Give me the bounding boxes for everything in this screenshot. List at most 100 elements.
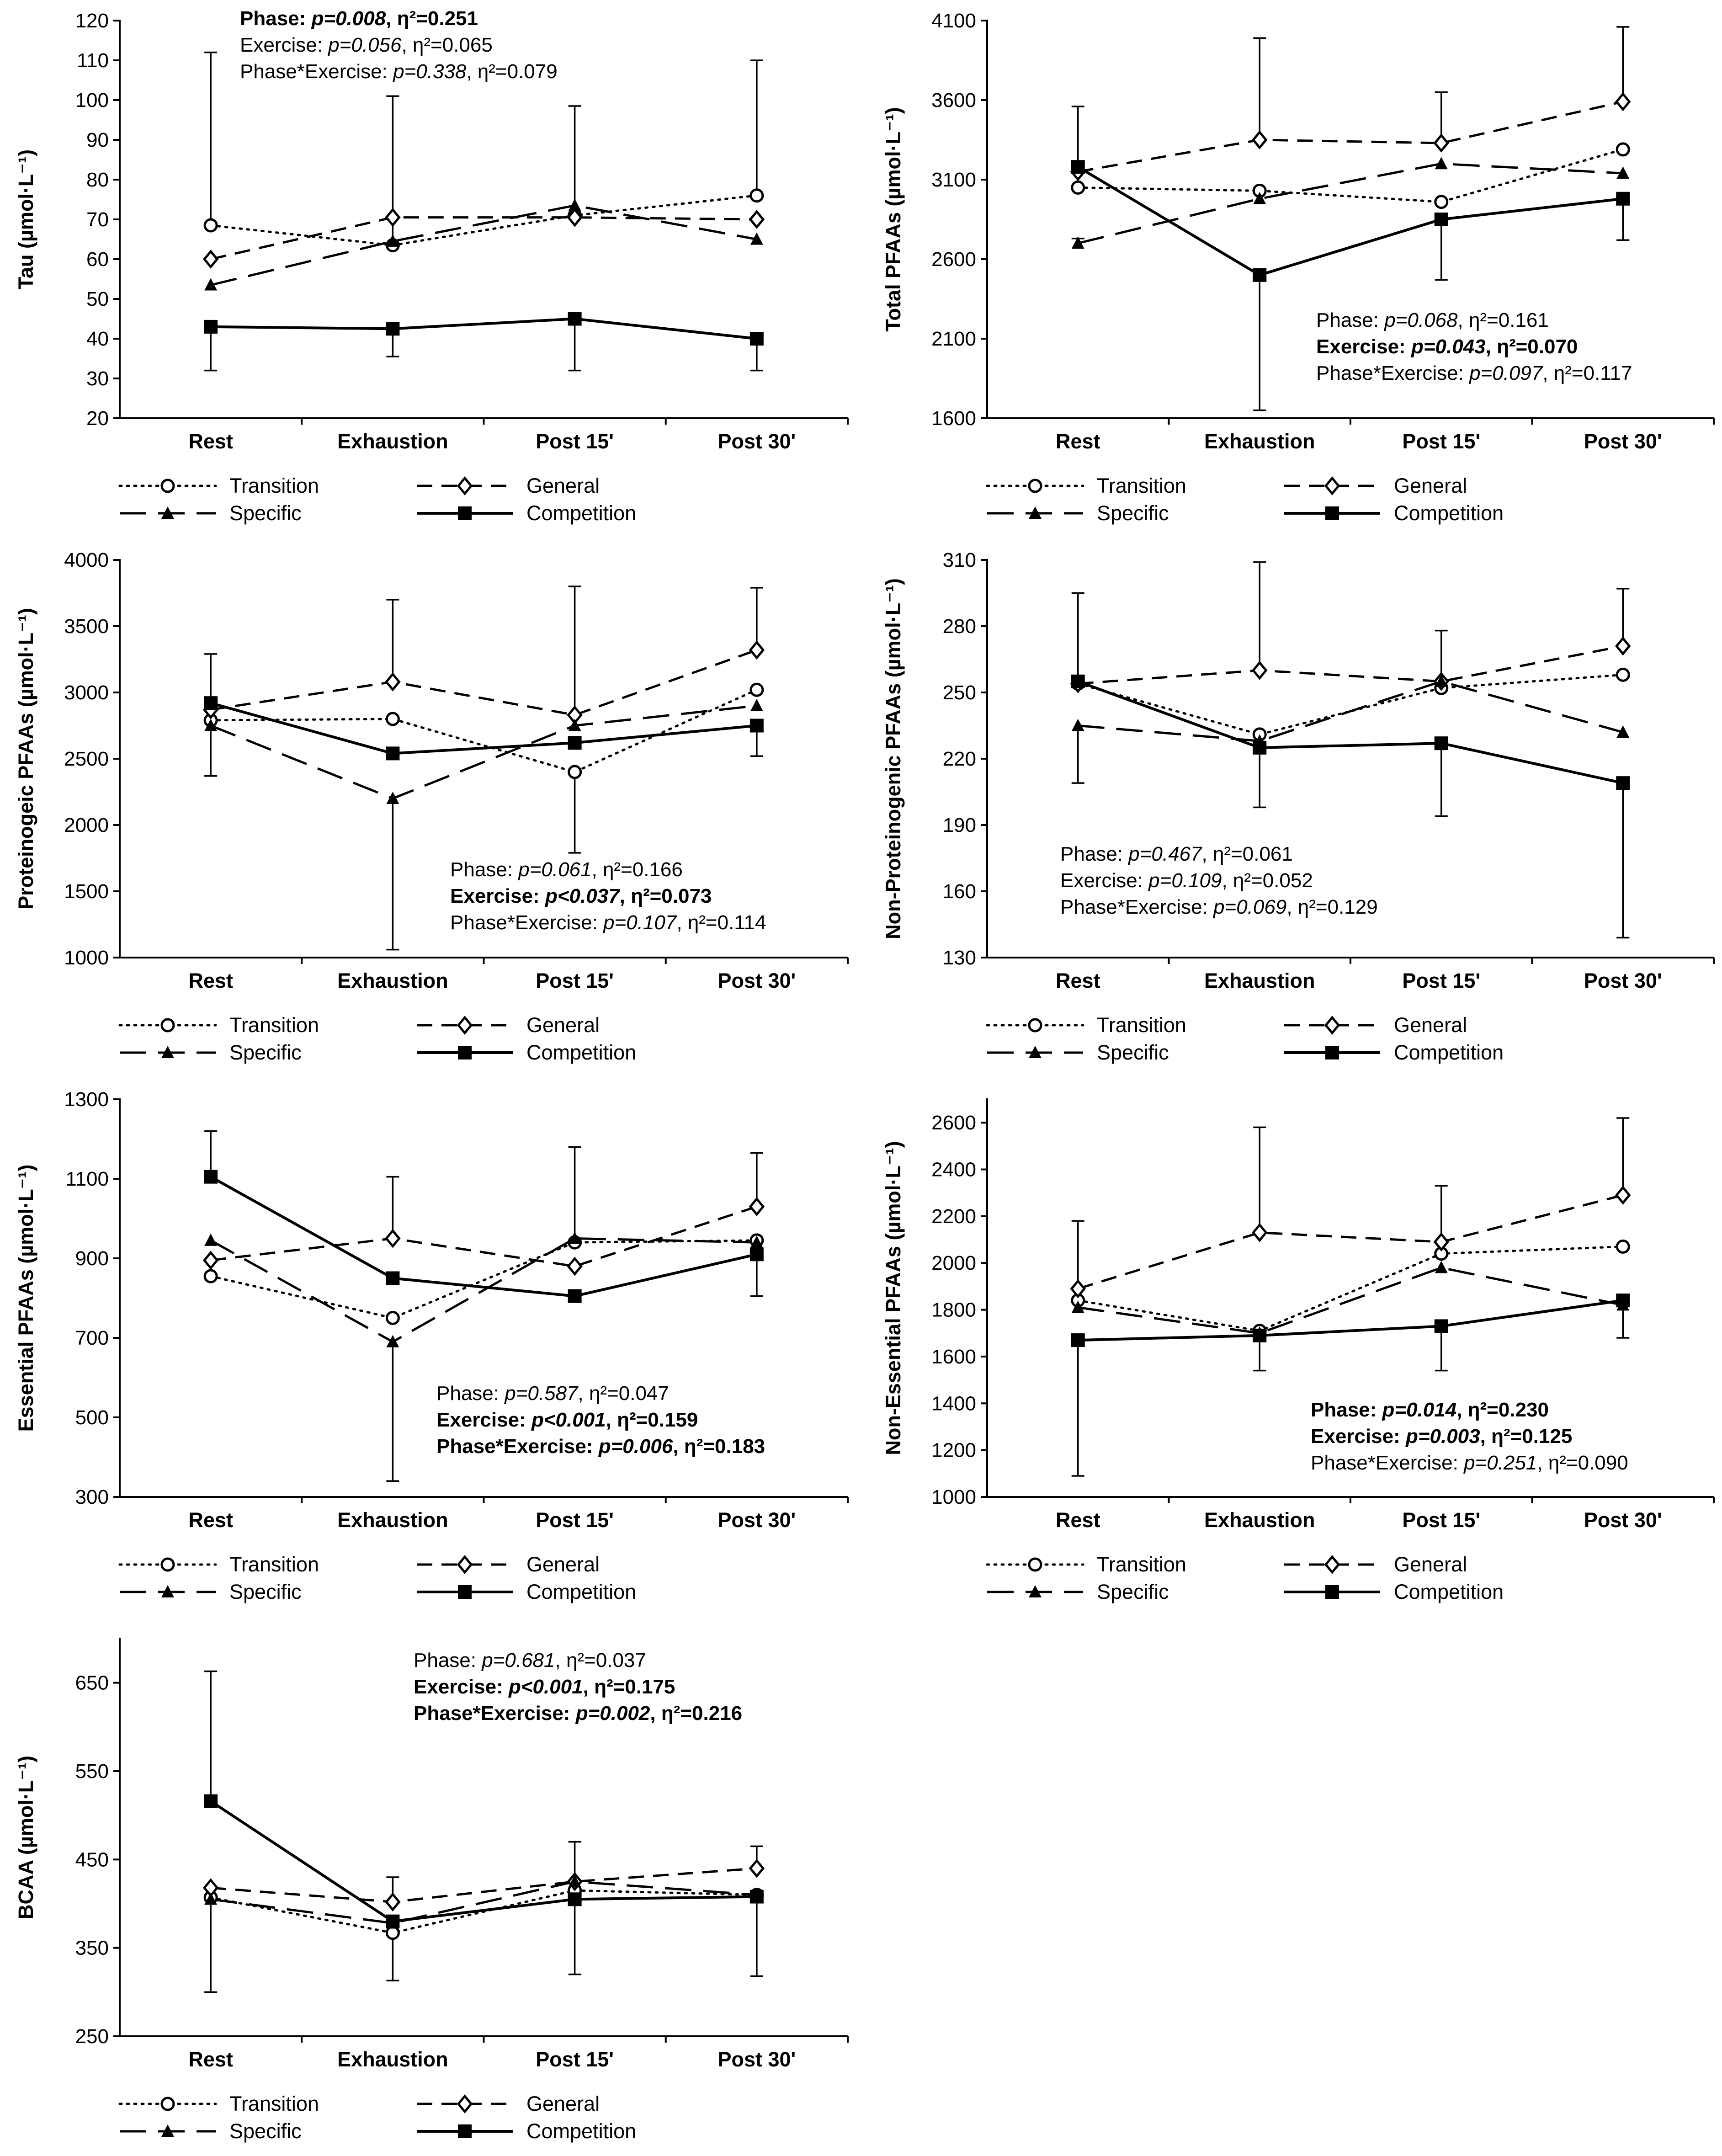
y-axis-label: BCAA (µmol·L⁻¹) <box>14 1756 37 1919</box>
legend: Transition General Specific Competition <box>986 474 1504 525</box>
y-axis-label: Non-Essential PFAAs (µmol·L⁻¹) <box>882 1141 905 1455</box>
legend-label-specific: Specific <box>229 2119 302 2143</box>
y-tick-label: 70 <box>86 208 109 231</box>
y-tick-label: 4100 <box>931 10 976 32</box>
legend-marker-transition <box>160 1557 175 1572</box>
legend-marker-competition <box>1325 1585 1339 1599</box>
legend-label-competition: Competition <box>1394 1580 1504 1603</box>
y-tick-label: 120 <box>75 10 109 32</box>
stats-p-value: p=0.109 <box>1148 869 1222 892</box>
series-line-transition <box>209 688 758 773</box>
data-point-general <box>385 1229 401 1248</box>
y-tick-label: 1600 <box>931 407 976 430</box>
data-point-general <box>749 1858 765 1878</box>
y-tick-label: 2200 <box>931 1205 976 1228</box>
stats-label: Phase*Exercise: <box>1311 1452 1464 1474</box>
stats-eta: , η²=0.065 <box>401 34 492 56</box>
y-tick-label: 250 <box>75 2025 109 2048</box>
legend-label-transition: Transition <box>229 2092 319 2115</box>
legend-marker-general <box>457 1016 473 1035</box>
legend-marker-general <box>457 2094 473 2113</box>
legend-label-transition: Transition <box>229 1553 319 1576</box>
x-tick-label: Post 30' <box>1584 430 1662 453</box>
data-point-transition <box>1434 195 1449 209</box>
stats-p-value: p=0.014 <box>1382 1399 1457 1421</box>
data-point-general <box>749 640 765 660</box>
stats-line: Phase: p=0.061, η²=0.166 <box>450 858 683 881</box>
stats-p-value: p=0.467 <box>1127 843 1202 865</box>
y-tick-label: 1600 <box>931 1346 976 1368</box>
data-point-general <box>1615 92 1631 112</box>
series-line-competition <box>210 1176 757 1298</box>
y-tick-label: 1400 <box>931 1392 976 1415</box>
series-line-general <box>1078 645 1623 685</box>
data-point-specific <box>1071 236 1084 249</box>
stats-line: Phase*Exercise: p=0.097, η²=0.117 <box>1316 362 1632 384</box>
stats-label: Phase*Exercise: <box>1060 896 1213 918</box>
stats-eta: , η²=0.175 <box>583 1676 675 1698</box>
data-point-specific <box>750 699 763 711</box>
legend-marker-specific <box>161 1046 174 1058</box>
chart-panel-essential: 300 500 700 900 1100 1300 Rest Exhaustion Post 1… <box>14 1088 849 1603</box>
legend-marker-general <box>1324 476 1340 495</box>
stats-eta: , η²=0.117 <box>1542 362 1632 384</box>
stats-label: Phase*Exercise: <box>436 1435 599 1458</box>
data-point-specific <box>750 1235 763 1248</box>
x-tick-label: Rest <box>1056 969 1100 992</box>
stats-label: Phase: <box>414 1649 482 1672</box>
data-point-specific <box>1071 1300 1084 1313</box>
legend-marker-general <box>457 1555 473 1574</box>
data-point-competition <box>1253 740 1267 755</box>
stats-line: Phase*Exercise: p=0.251, η²=0.090 <box>1311 1452 1628 1474</box>
stats-p-value: p<0.001 <box>531 1409 606 1431</box>
stats-label: Phase*Exercise: <box>414 1702 576 1725</box>
data-point-general <box>1252 660 1268 680</box>
stats-p-value: p=0.251 <box>1463 1452 1537 1474</box>
x-tick-label: Exhaustion <box>1204 1508 1315 1532</box>
y-tick-label: 30 <box>86 367 109 390</box>
data-point-competition <box>1434 736 1448 751</box>
data-point-transition <box>385 1311 400 1325</box>
series-line-specific <box>210 1880 757 1925</box>
data-point-transition <box>385 712 400 726</box>
x-tick-label: Post 15' <box>536 2048 614 2071</box>
legend-label-transition: Transition <box>1097 474 1186 497</box>
y-tick-label: 300 <box>75 1486 109 1508</box>
series-line-transition <box>1077 673 1624 736</box>
stats-eta: , η²=0.230 <box>1456 1399 1549 1421</box>
legend-label-competition: Competition <box>1394 1041 1504 1064</box>
data-point-general <box>567 208 583 227</box>
x-tick-label: Post 15' <box>536 430 614 453</box>
y-axis-label: Essential PFAAs (µmol·L⁻¹) <box>14 1165 37 1432</box>
stats-label: Exercise: <box>436 1409 531 1431</box>
data-point-general <box>1615 1185 1631 1205</box>
stats-eta: , η²=0.047 <box>578 1382 669 1405</box>
stats-line: Exercise: p=0.003, η²=0.125 <box>1311 1425 1572 1448</box>
stats-p-value: p=0.043 <box>1411 335 1486 358</box>
legend-marker-specific <box>161 1585 174 1597</box>
x-tick-label: Rest <box>188 430 233 453</box>
data-point-general <box>202 1251 219 1270</box>
legend-marker-transition <box>160 2097 175 2111</box>
data-point-specific <box>568 198 581 211</box>
stats-p-value: p=0.097 <box>1468 362 1543 384</box>
stats-eta: , η²=0.037 <box>555 1649 646 1672</box>
stats-p-value: p=0.069 <box>1212 896 1286 918</box>
data-point-specific <box>386 234 399 247</box>
data-point-competition <box>1253 268 1267 282</box>
legend-marker-specific <box>1029 1585 1042 1597</box>
legend-marker-transition <box>160 479 175 493</box>
series-line-general <box>1078 101 1623 173</box>
y-tick-label: 350 <box>75 1937 109 1959</box>
series-line-specific <box>1078 680 1623 742</box>
x-tick-label: Exhaustion <box>337 2048 448 2071</box>
stats-label: Exercise: <box>414 1676 509 1698</box>
series-line-general <box>210 649 757 716</box>
series-line-competition <box>1077 680 1623 785</box>
legend-label-transition: Transition <box>1097 1553 1186 1576</box>
data-point-transition <box>749 188 764 203</box>
data-point-general <box>567 1256 583 1276</box>
stats-label: Phase*Exercise: <box>450 911 603 934</box>
data-point-competition <box>568 1892 582 1906</box>
